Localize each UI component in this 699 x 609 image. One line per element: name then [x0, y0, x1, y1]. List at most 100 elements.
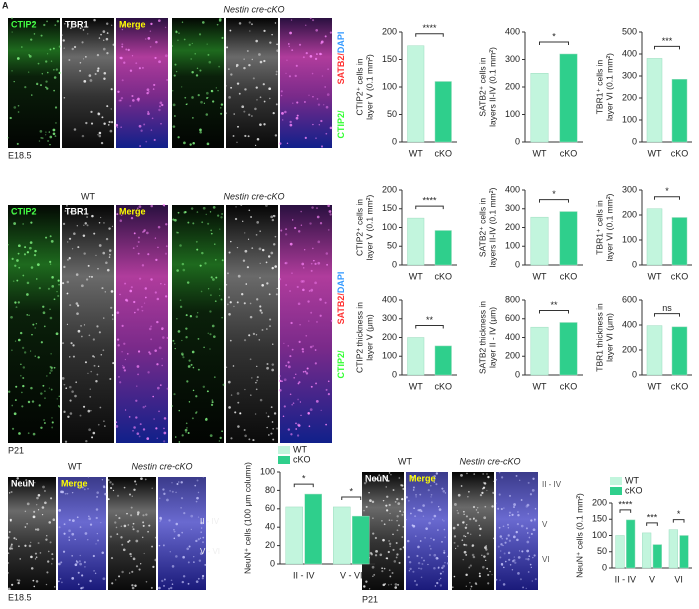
cell-signal [47, 139, 50, 142]
genotype-header: WT [81, 191, 95, 201]
cell-signal [108, 256, 111, 258]
cell-signal [259, 230, 261, 232]
cell-signal [170, 579, 173, 582]
cell-signal [50, 263, 52, 265]
cell-signal [250, 394, 252, 396]
cell-signal [265, 412, 267, 414]
cell-signal [385, 486, 387, 488]
significance-bracket [539, 199, 569, 203]
cell-signal [225, 284, 228, 286]
cell-signal [196, 496, 199, 500]
bar [652, 544, 662, 569]
cell-signal [82, 586, 85, 589]
cell-signal [23, 253, 27, 256]
cell-signal [90, 275, 93, 278]
cell-signal [127, 48, 130, 52]
cell-signal [526, 549, 530, 553]
cell-signal [210, 232, 213, 235]
cell-signal [87, 476, 89, 478]
cell-signal [178, 32, 180, 35]
y-tick-label: 200 [622, 344, 637, 354]
stain-part: TBR1/ [336, 324, 346, 351]
cell-signal [201, 221, 204, 224]
cell-signal [98, 131, 102, 135]
cell-signal [131, 94, 134, 98]
cell-signal [195, 412, 197, 414]
cell-signal [438, 578, 441, 581]
cell-signal [214, 258, 217, 261]
bar [646, 325, 663, 376]
cell-signal [144, 478, 147, 481]
bar [646, 208, 663, 266]
cell-signal [131, 213, 134, 215]
cell-signal [116, 494, 120, 497]
cell-signal [191, 350, 195, 354]
cell-signal [444, 536, 446, 538]
cell-signal [158, 346, 162, 350]
cell-signal [247, 238, 250, 240]
cell-signal [225, 85, 227, 87]
cell-signal [486, 473, 488, 475]
cell-signal [175, 522, 179, 526]
cell-signal [503, 507, 505, 509]
cell-signal [457, 512, 460, 515]
cell-signal [265, 261, 268, 264]
cell-signal [379, 553, 383, 557]
cell-signal [46, 375, 48, 377]
cell-signal [453, 535, 457, 538]
cell-signal [446, 562, 450, 565]
cell-signal [505, 537, 508, 540]
stain-part: SATB2/ [336, 53, 346, 85]
cell-signal [387, 584, 390, 586]
cell-signal [491, 573, 493, 576]
y-axis-label: CTIP2⁺ cells in [354, 58, 364, 115]
cell-signal [249, 30, 251, 32]
cell-signal [311, 247, 314, 250]
cell-signal [135, 416, 138, 419]
cell-signal [218, 65, 221, 68]
cell-signal [467, 496, 469, 498]
cell-signal [176, 269, 179, 272]
cell-signal [67, 415, 70, 418]
cell-signal [63, 47, 65, 49]
cell-signal [507, 523, 509, 526]
cell-signal [29, 241, 33, 244]
cell-signal [219, 436, 222, 440]
cell-signal [202, 385, 206, 389]
cell-signal [387, 479, 390, 482]
cell-signal [482, 481, 485, 484]
x-tick-label: cKO [671, 381, 689, 391]
cell-signal [80, 284, 84, 288]
cell-signal [145, 140, 148, 143]
cell-signal [259, 123, 262, 127]
cell-signal [156, 386, 160, 390]
cell-signal [302, 279, 305, 283]
cell-signal [49, 541, 52, 544]
cell-signal [310, 385, 313, 388]
cell-signal [515, 474, 518, 477]
cell-signal [120, 126, 122, 129]
cell-signal [316, 320, 318, 323]
cell-signal [290, 19, 293, 21]
cell-signal [532, 556, 534, 559]
cell-signal [142, 521, 145, 524]
cell-signal [110, 108, 113, 110]
cell-signal [11, 31, 13, 33]
cell-signal [388, 542, 392, 546]
cell-signal [132, 557, 136, 561]
cell-signal [465, 553, 468, 556]
cell-signal [50, 369, 53, 372]
micrograph [116, 205, 168, 443]
cell-signal [17, 338, 21, 342]
cell-signal [315, 399, 319, 403]
cell-signal [472, 505, 476, 509]
cell-signal [51, 426, 54, 429]
cell-signal [63, 265, 66, 269]
layer-label: V - VI [200, 547, 220, 556]
cell-signal [244, 249, 248, 253]
cell-signal [158, 105, 162, 108]
cell-signal [485, 548, 488, 551]
cell-signal [39, 84, 42, 87]
cell-signal [221, 317, 223, 319]
cell-signal [272, 214, 275, 217]
